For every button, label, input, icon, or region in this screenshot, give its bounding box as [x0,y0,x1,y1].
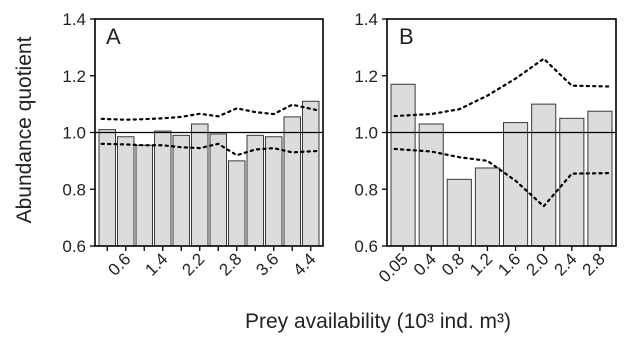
panel-a: 0.60.81.01.21.40.6 1.4 2.2 2.8 3.6 4.4A [62,10,324,280]
x-tick-label: 0.05 [375,249,412,286]
bar [418,123,444,247]
y-tick-label: 1.2 [62,67,86,86]
x-tick-label: 3.6 [252,249,282,279]
lower-confidence-line [100,142,320,157]
bar [154,130,172,247]
x-tick-label: 2.0 [522,249,552,279]
panel-label: A [106,24,121,49]
bar [531,103,557,247]
y-tick-label: 0.8 [62,180,86,199]
bar [587,110,613,247]
x-tick-label: 0.6 [104,249,134,279]
y-tick-label: 1.4 [62,10,86,29]
y-tick-label: 1.4 [354,10,378,29]
bar [172,134,190,247]
bar [559,117,585,247]
bar [474,167,501,247]
y-tick-label: 1.0 [354,124,378,143]
bar [191,123,209,247]
y-axis-title: Abundance quotient [13,36,36,223]
bar [283,116,301,247]
lower-confidence-line [393,147,613,208]
bar [503,122,529,247]
y-tick-label: 1.0 [62,124,86,143]
x-tick-label: 1.4 [141,249,171,279]
bar [98,129,116,247]
x-tick-label: 1.2 [466,249,496,279]
x-tick-label: 4.4 [289,249,319,279]
x-axis-title: Prey availability (10³ ind. m³) [245,310,511,333]
panel-b: 0.60.81.01.21.40.050.40.81.21.62.02.42.8… [354,10,617,286]
bar [228,160,246,247]
y-tick-label: 0.8 [354,180,378,199]
x-tick-label: 2.2 [178,249,208,279]
panel-label: B [399,24,414,49]
upper-confidence-line [100,103,320,121]
x-tick-label: 2.8 [579,249,609,279]
x-tick-label: 0.4 [410,249,440,279]
bar [117,136,135,247]
y-tick-label: 0.6 [62,237,86,256]
bar [390,83,416,247]
bar [265,136,283,247]
bar [209,133,227,247]
y-tick-label: 0.6 [354,237,378,256]
x-tick-label: 0.8 [438,249,468,279]
bar [246,134,264,247]
y-tick-label: 1.2 [354,67,378,86]
upper-confidence-line [393,57,613,118]
x-tick-label: 2.8 [215,249,245,279]
x-tick-label: 2.4 [550,249,580,279]
bar [135,144,153,247]
bar [446,178,472,247]
x-tick-label: 1.6 [494,249,524,279]
bar [302,100,320,247]
